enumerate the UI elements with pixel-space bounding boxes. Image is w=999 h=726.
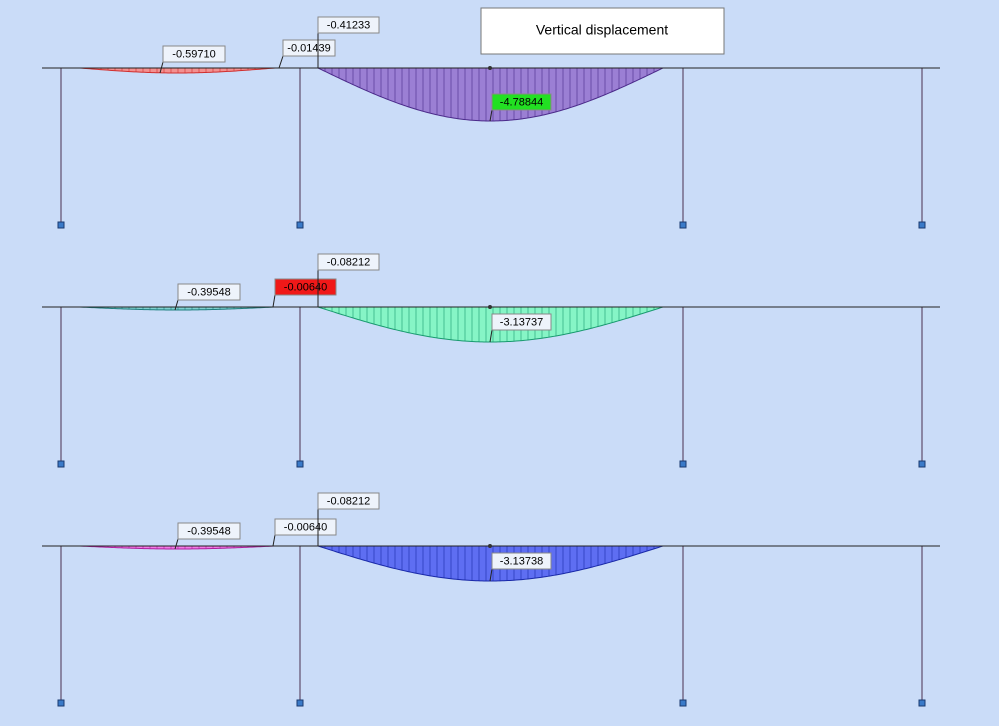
label: -0.39548 bbox=[187, 525, 230, 537]
label: -0.39548 bbox=[187, 286, 230, 298]
support bbox=[918, 699, 926, 707]
label: -0.08212 bbox=[327, 256, 370, 268]
label: -0.01439 bbox=[287, 42, 330, 54]
label-box bbox=[317, 16, 380, 34]
label-box bbox=[274, 278, 337, 296]
leader bbox=[278, 48, 284, 69]
label: -3.13738 bbox=[500, 555, 543, 567]
label-box bbox=[491, 313, 552, 331]
label: -0.00640 bbox=[284, 281, 327, 293]
label: -0.08212 bbox=[327, 495, 370, 507]
max-point bbox=[488, 544, 492, 548]
displacement-area bbox=[79, 67, 276, 74]
title-box bbox=[480, 7, 725, 55]
support bbox=[296, 221, 304, 229]
label-box bbox=[317, 492, 380, 510]
label-box bbox=[274, 518, 337, 536]
label: -0.59710 bbox=[172, 48, 215, 60]
label-box bbox=[317, 253, 380, 271]
support bbox=[679, 460, 687, 468]
support bbox=[57, 699, 65, 707]
support bbox=[679, 221, 687, 229]
support bbox=[57, 221, 65, 229]
support bbox=[296, 460, 304, 468]
label-box bbox=[282, 39, 336, 57]
support bbox=[918, 460, 926, 468]
label-box bbox=[491, 552, 552, 570]
label: -0.00640 bbox=[284, 521, 327, 533]
title: Vertical displacement bbox=[536, 22, 668, 38]
support bbox=[918, 221, 926, 229]
max-point bbox=[488, 305, 492, 309]
label: -3.13737 bbox=[500, 316, 543, 328]
label: -4.78844 bbox=[500, 96, 543, 108]
label-box bbox=[491, 93, 552, 111]
support bbox=[57, 460, 65, 468]
label-box bbox=[162, 45, 226, 63]
label-box bbox=[177, 283, 241, 301]
label: -0.41233 bbox=[327, 19, 370, 31]
label-box bbox=[177, 522, 241, 540]
max-point bbox=[488, 66, 492, 70]
support bbox=[296, 699, 304, 707]
support bbox=[679, 699, 687, 707]
displacement-area bbox=[317, 67, 664, 122]
